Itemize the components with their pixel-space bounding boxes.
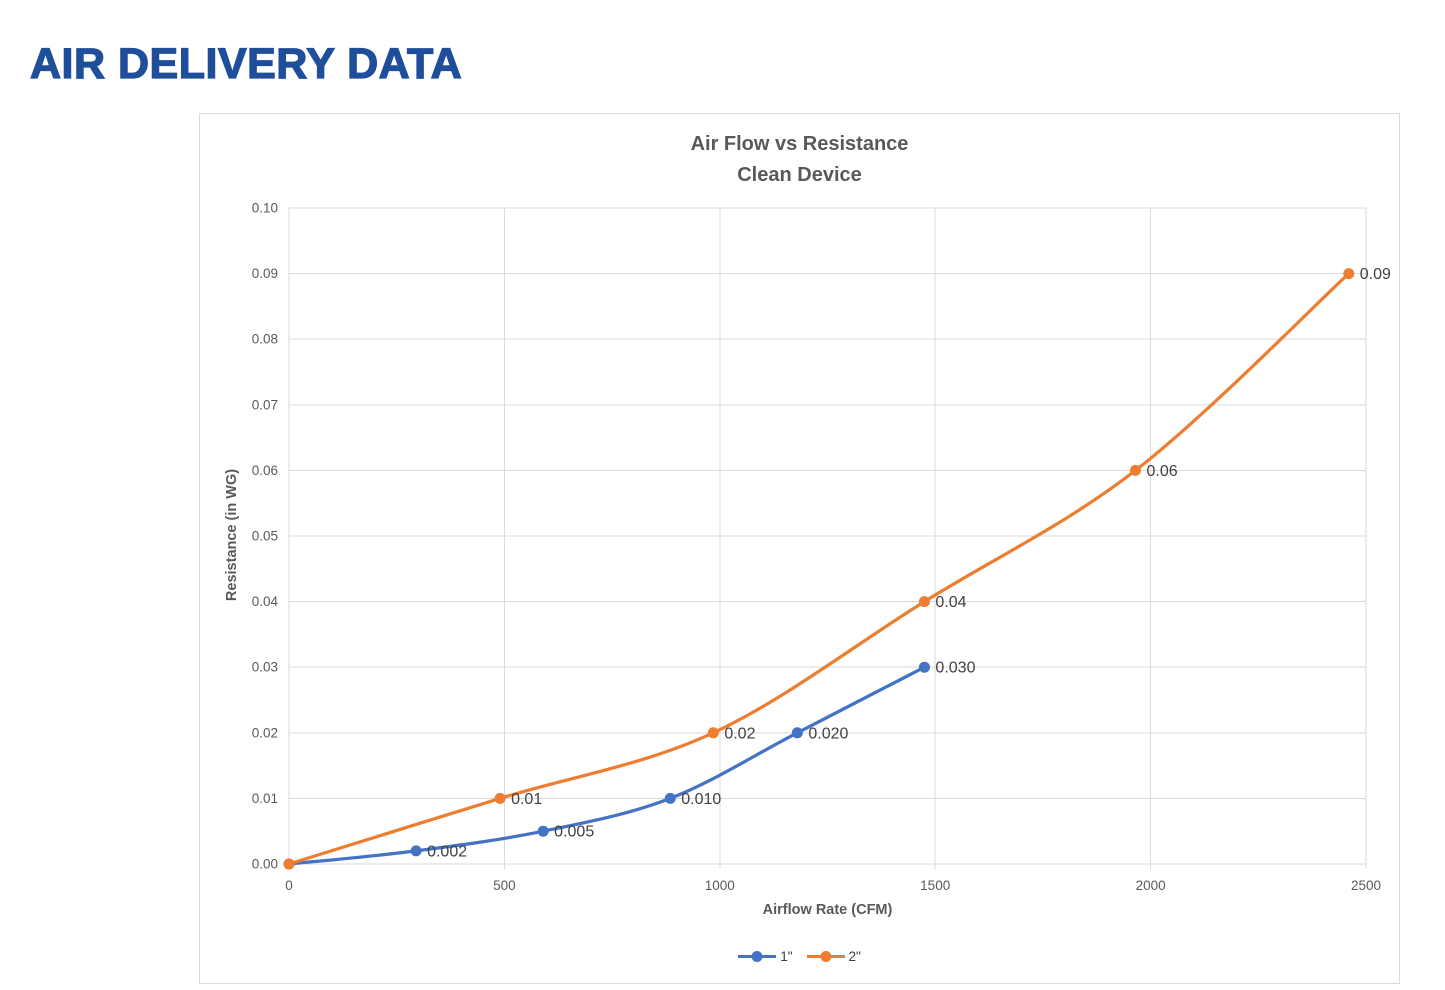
data-label: 0.030 — [935, 660, 975, 677]
data-label: 0.02 — [724, 725, 755, 742]
x-tick-label: 2500 — [1351, 878, 1381, 893]
plot-border — [288, 207, 1367, 865]
y-tick-label: 0.07 — [252, 397, 278, 412]
y-tick-label: 0.01 — [252, 791, 278, 806]
data-label: 0.06 — [1147, 463, 1178, 480]
x-tick-label: 2000 — [1136, 878, 1166, 893]
legend-label: 2" — [848, 949, 861, 964]
data-point-marker — [537, 825, 549, 837]
chart-card: Air Flow vs Resistance Clean Device Resi… — [199, 113, 1400, 984]
y-tick-label: 0.09 — [252, 266, 278, 281]
y-axis-title: Resistance (in WG) — [224, 468, 240, 602]
chart-title: Air Flow vs Resistance Clean Device — [200, 129, 1399, 191]
plot-area: 0 500 1000 1500 2000 2500 0.00 0.01 0.02 0.03 0.04… — [252, 201, 1391, 894]
data-point-marker — [918, 596, 930, 608]
data-point-marker — [494, 792, 506, 804]
data-point-marker — [664, 792, 676, 804]
data-label: 0.09 — [1360, 266, 1391, 283]
page-title: AIR DELIVERY DATA — [29, 39, 463, 88]
data-point-marker — [410, 845, 422, 857]
data-point-marker — [283, 858, 295, 870]
chart-legend: 1" 2" — [200, 949, 1399, 964]
y-tick-label: 0.00 — [252, 857, 278, 872]
chart-title-line1: Air Flow vs Resistance — [690, 133, 909, 155]
data-label: 0.01 — [511, 791, 542, 808]
data-label: 0.020 — [808, 725, 848, 742]
data-point-marker — [1130, 464, 1142, 476]
data-label: 0.005 — [554, 824, 594, 841]
series-line — [287, 271, 1351, 866]
legend-item: 1" — [738, 949, 793, 964]
legend-item: 2" — [806, 949, 861, 964]
x-tick-label: 500 — [493, 878, 516, 893]
chart-title-line2: Clean Device — [737, 164, 862, 186]
data-label: 0.010 — [681, 791, 721, 808]
x-tick-label: 1500 — [920, 878, 950, 893]
y-tick-label: 0.10 — [252, 201, 278, 216]
legend-marker-icon — [738, 951, 777, 962]
y-tick-label: 0.08 — [252, 332, 278, 347]
legend-marker-icon — [806, 951, 845, 962]
legend-label: 1" — [780, 949, 793, 964]
data-point-marker — [1343, 268, 1355, 280]
x-axis-title: Airflow Rate (CFM) — [762, 902, 893, 918]
x-tick-label: 0 — [285, 878, 293, 893]
y-tick-label: 0.03 — [252, 660, 278, 675]
y-tick-label: 0.04 — [252, 594, 279, 609]
data-point-marker — [918, 661, 930, 673]
y-tick-label: 0.02 — [252, 725, 278, 740]
series-line — [287, 665, 927, 866]
x-tick-label: 1000 — [705, 878, 735, 893]
y-tick-label: 0.06 — [252, 463, 278, 478]
y-tick-label: 0.05 — [252, 529, 278, 544]
data-label: 0.04 — [935, 594, 966, 611]
data-label: 0.002 — [427, 843, 467, 860]
data-point-marker — [707, 727, 719, 739]
data-point-marker — [791, 727, 803, 739]
